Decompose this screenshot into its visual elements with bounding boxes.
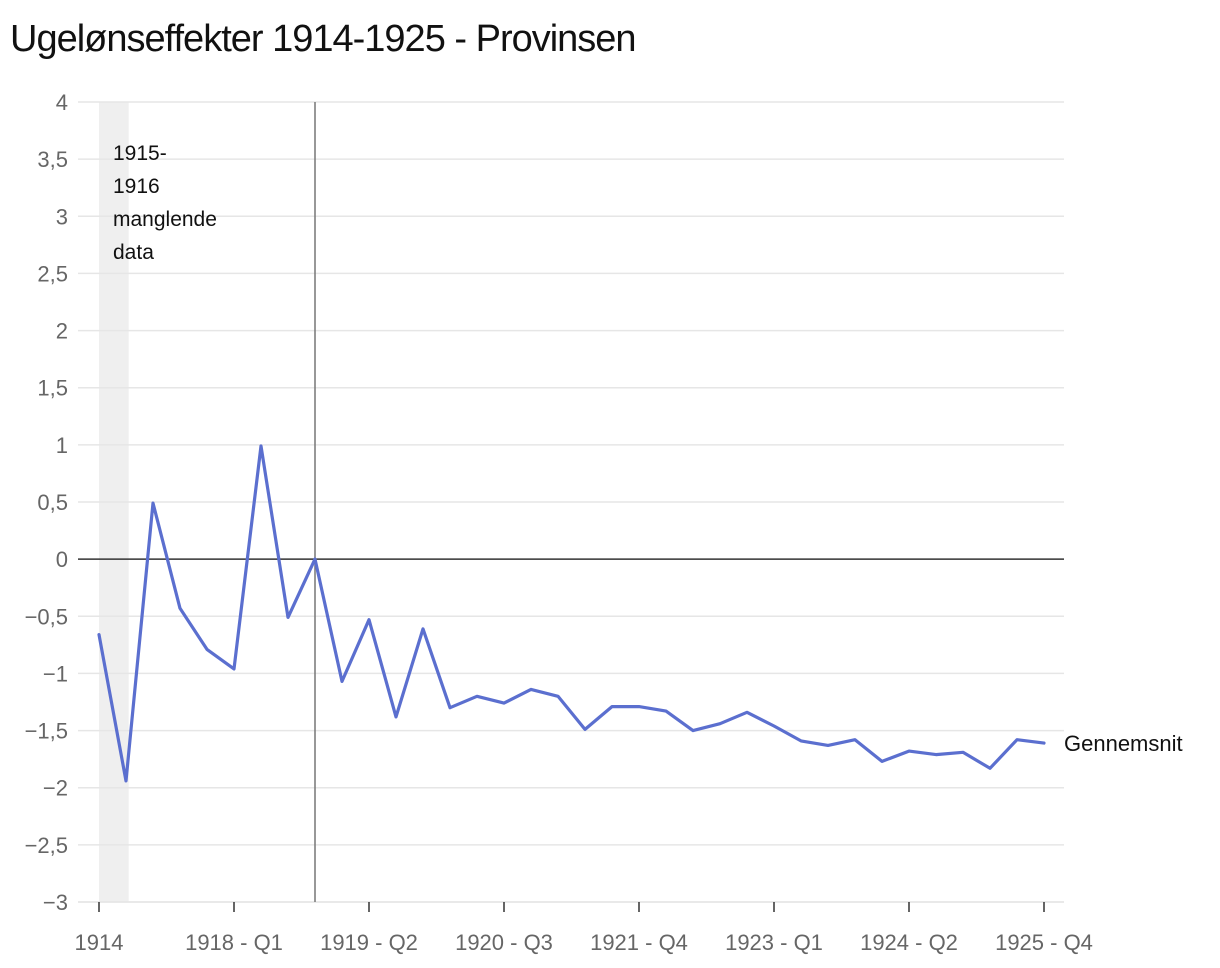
x-tick-label: 1914 [75, 930, 124, 955]
data-point [853, 738, 857, 742]
data-point [421, 627, 425, 631]
series-line-gennemsnit [97, 444, 1046, 783]
data-point [205, 647, 209, 651]
data-point [961, 750, 965, 754]
data-point [826, 743, 830, 747]
data-point [637, 705, 641, 709]
y-tick-label: −1,5 [25, 719, 68, 744]
gridlines [78, 101, 1064, 903]
x-tick-label: 1921 - Q4 [590, 930, 688, 955]
y-tick-label: −2 [43, 776, 68, 801]
x-tick-label: 1923 - Q1 [725, 930, 823, 955]
x-tick-label: 1919 - Q2 [320, 930, 418, 955]
data-point [988, 766, 992, 770]
data-point [124, 779, 128, 783]
data-point [907, 749, 911, 753]
x-tick-label: 1924 - Q2 [860, 930, 958, 955]
data-point [286, 615, 290, 619]
y-tick-label: 1 [56, 433, 68, 458]
data-point [367, 618, 371, 622]
data-point [610, 705, 614, 709]
x-tick-label: 1920 - Q3 [455, 930, 553, 955]
annotation-line: manglende [113, 208, 217, 231]
y-tick-label: 3,5 [37, 147, 68, 172]
y-axis-ticks: 4 3,5 3 2,5 2 1,5 1 0,5 0 −0,5 −1 −1,5 −2 −2,5 −3 [25, 90, 68, 915]
data-point [691, 729, 695, 733]
data-point [745, 710, 749, 714]
data-point [151, 501, 155, 505]
chart-title: Ugelønseffekter 1914-1925 - Provinsen [10, 18, 637, 60]
data-point [340, 679, 344, 683]
data-point [394, 715, 398, 719]
y-tick-label: 4 [56, 90, 68, 115]
y-tick-label: −1 [43, 661, 68, 686]
data-point [583, 727, 587, 731]
data-point [178, 606, 182, 610]
data-point [799, 739, 803, 743]
y-tick-label: 1,5 [37, 376, 68, 401]
data-point [934, 753, 938, 757]
data-point [1015, 738, 1019, 742]
data-point [1042, 741, 1046, 745]
data-point [718, 722, 722, 726]
data-point [772, 724, 776, 728]
data-point [664, 709, 668, 713]
data-point [556, 694, 560, 698]
data-point [448, 706, 452, 710]
data-point [97, 633, 101, 637]
y-tick-label: 3 [56, 204, 68, 229]
data-point [529, 687, 533, 691]
missing-data-annotation: 1915- 1916 manglende data [113, 142, 217, 264]
data-point [880, 759, 884, 763]
y-tick-label: 0 [56, 547, 68, 572]
y-tick-label: 2 [56, 319, 68, 344]
series-label-gennemsnit: Gennemsnit [1064, 731, 1183, 756]
y-tick-label: 2,5 [37, 261, 68, 286]
annotation-line: 1915- [113, 142, 167, 165]
y-tick-label: −2,5 [25, 833, 68, 858]
data-point [259, 444, 263, 448]
data-point [502, 701, 506, 705]
x-tick-label: 1925 - Q4 [995, 930, 1093, 955]
x-tick-label: 1918 - Q1 [185, 930, 283, 955]
data-point [313, 557, 317, 561]
x-axis: 1914 1918 - Q1 1919 - Q2 1920 - Q3 1921 - Q4… [75, 901, 1093, 955]
y-tick-label: −3 [43, 890, 68, 915]
data-point [232, 667, 236, 671]
data-point [475, 694, 479, 698]
annotation-line: 1916 [113, 175, 160, 198]
y-tick-label: 0,5 [37, 490, 68, 515]
annotation-line: data [113, 241, 154, 264]
y-tick-label: −0,5 [25, 604, 68, 629]
